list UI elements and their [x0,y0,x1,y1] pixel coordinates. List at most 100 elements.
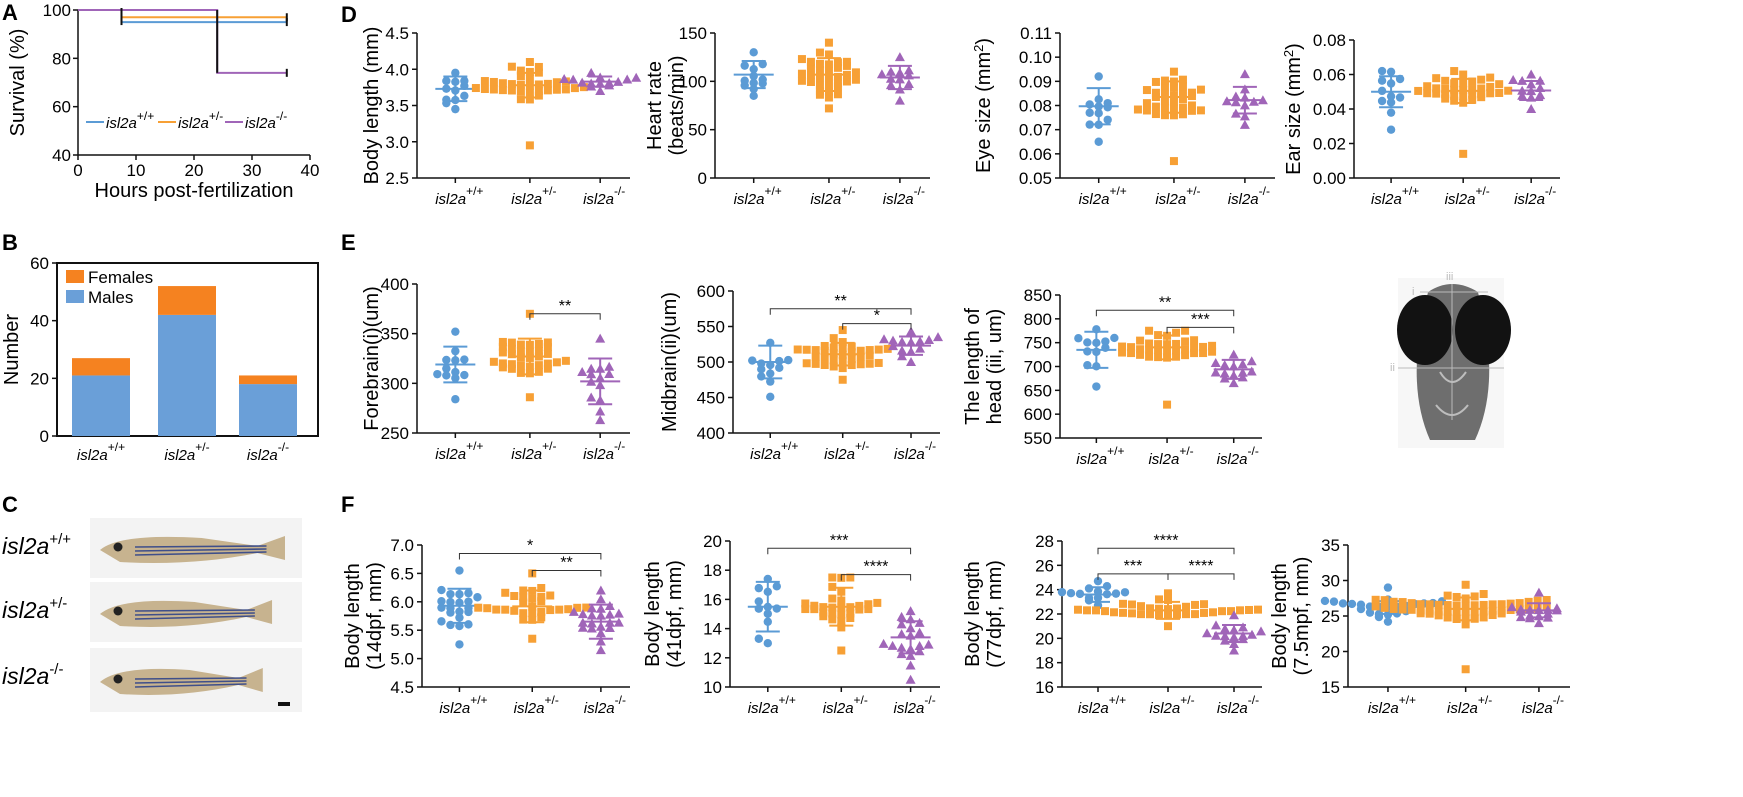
data-point [896,642,907,652]
data-point [824,38,833,47]
data-point [1145,339,1154,348]
x-tick-label-name: isl2a [1445,191,1476,208]
data-point [1497,600,1506,609]
group-+/+ [733,48,774,101]
y-axis-label-line: (beats/min) [666,55,688,155]
significance-label: *** [1191,311,1210,328]
data-point [1101,607,1109,616]
y-axis-label-line: (7.5mpf, mm) [1291,557,1313,676]
x-tick-label-name: isl2a [748,700,779,717]
legend-item: isl2a-/- [225,109,287,132]
data-point [888,335,899,345]
significance-label: ** [1159,294,1171,311]
x-tick-label: isl2a-/- [1514,184,1556,208]
data-point [1160,103,1169,112]
data-point [537,613,546,622]
significance-label: ** [560,555,572,572]
data-point [1155,595,1163,604]
data-point [1468,77,1477,86]
data-point [838,326,847,335]
data-point [1210,367,1221,377]
x-tick-label-name: isl2a [514,700,545,717]
y-axis-label-sup: 2 [1281,50,1296,57]
x-tick-label-name: isl2a [584,700,615,717]
data-point [1119,599,1127,608]
significance-bracket: ** [531,555,602,577]
x-tick-label-name: isl2a [439,700,470,717]
data-point [1181,337,1190,346]
data-point [784,355,793,365]
data-point [775,363,784,372]
x-tick-label: isl2a+/+ [734,184,782,208]
data-point [1127,343,1136,352]
data-point [1347,599,1357,609]
data-point [1434,607,1443,616]
data-point [883,344,892,353]
y-tick-label: 60 [30,254,49,273]
data-point [1229,610,1239,620]
data-point [1163,400,1172,409]
data-point [1246,356,1257,366]
data-point [811,359,820,368]
data-point [1515,612,1526,622]
x-tick-label-genotype: +/+ [1402,184,1419,198]
fish-label-name: isl2a [2,533,49,559]
data-point [1200,608,1208,617]
data-point [1173,604,1181,613]
data-point [1218,607,1226,616]
y-tick-label: 300 [381,374,409,393]
legend-sup: +/- [209,109,223,123]
legend-label-females: Females [88,268,153,287]
data-point [828,594,837,603]
data-point [1209,608,1217,617]
data-point [1452,601,1461,610]
data-point [1151,102,1160,111]
data-point [1441,84,1450,93]
survival-line [78,9,287,19]
x-tick-label: isl2a+/- [823,693,868,717]
y-axis-label-line: (77dpf, mm) [984,560,1006,668]
data-point [516,66,525,75]
data-point [837,623,846,632]
data-point [837,646,846,655]
y-tick-label: 2.5 [385,169,409,188]
x-tick-label-genotype: +/+ [1109,693,1126,707]
survival-line [78,9,287,74]
x-tick-label-name: isl2a [1447,700,1478,717]
x-tick-label: isl2a+/- [824,439,869,463]
y-tick-label: 0 [698,169,707,188]
data-point [579,83,588,92]
data-point [1477,75,1486,84]
fish-label-name: isl2a [2,663,49,689]
significance-label: **** [863,559,888,576]
data-point [1229,638,1239,648]
data-point [464,597,473,606]
group-+/+ [748,338,793,401]
data-point [1101,337,1110,346]
fish-genotype-label: isl2a-/- [2,661,63,689]
data-point [501,605,510,614]
x-tick-label-genotype: +/- [195,440,209,454]
data-point [595,636,606,646]
data-point [1178,89,1187,98]
data-point [595,333,606,343]
data-point [1228,349,1239,359]
data-point [1246,366,1257,376]
y-tick-label: 0.02 [1313,135,1346,154]
data-point [1356,600,1366,609]
data-point [1450,79,1459,88]
data-point [464,588,473,598]
y-tick-label: 700 [1024,358,1052,377]
bar-males [72,375,130,436]
data-point [1452,607,1461,616]
data-point [1160,83,1169,92]
data-point [1479,590,1488,599]
x-tick-label-name: isl2a [583,191,614,208]
data-point [1479,607,1488,616]
data-point [442,76,451,86]
data-point [757,372,766,381]
